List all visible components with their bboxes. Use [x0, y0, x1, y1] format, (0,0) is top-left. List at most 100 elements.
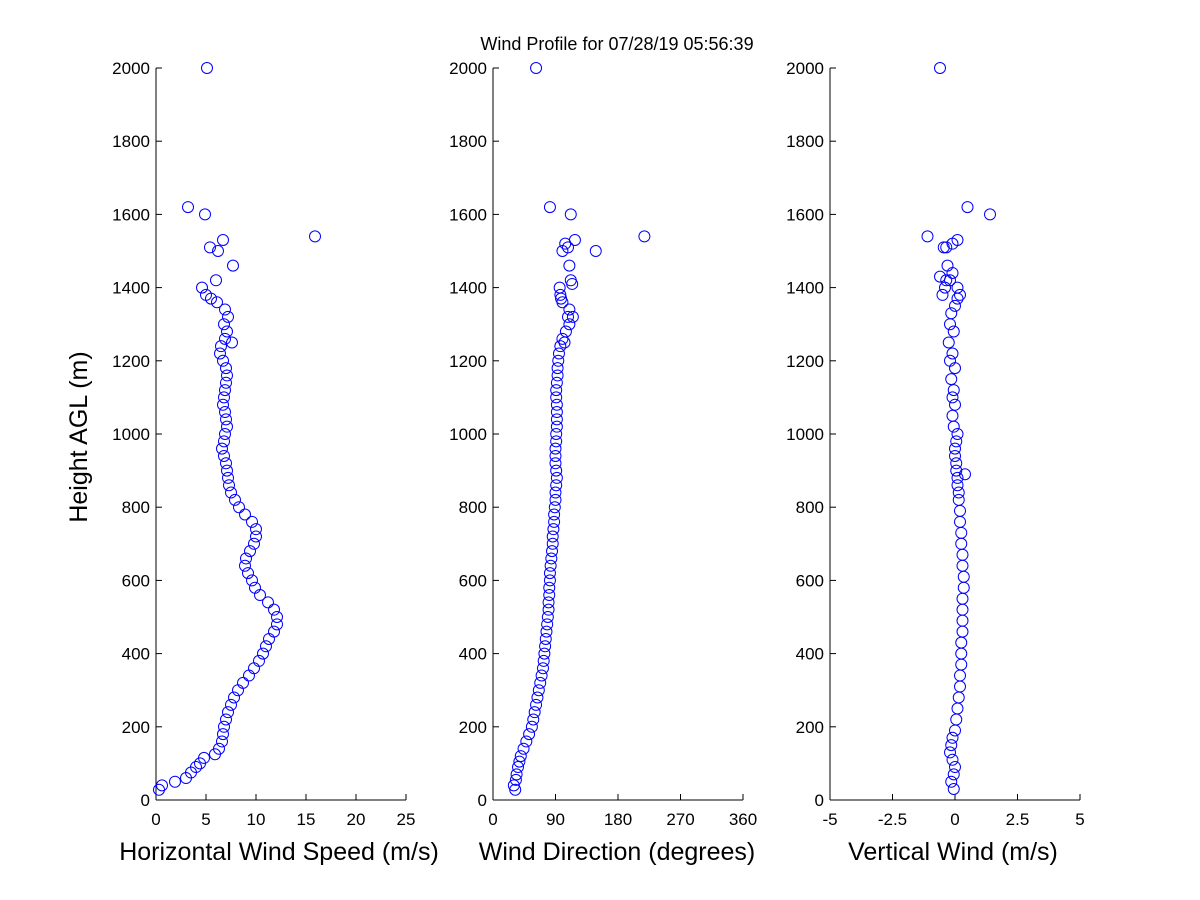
y-tick-label: 1400 [112, 279, 150, 298]
data-point [543, 581, 556, 594]
y-tick-label: 0 [478, 791, 487, 810]
data-point [946, 753, 959, 766]
data-point [535, 669, 548, 682]
y-tick-label: 600 [459, 571, 487, 590]
data-point [562, 241, 574, 254]
data-point [951, 428, 964, 440]
data-point [513, 755, 526, 768]
data-point [563, 303, 576, 316]
tick-group: 0 200 400 600 800 1000 1200 1400 1600 1800 2000 -5 -… [786, 59, 1085, 829]
data-point [527, 713, 540, 726]
data-point [227, 259, 239, 272]
data-point [949, 442, 961, 455]
data-point [539, 640, 552, 653]
data-point [543, 567, 556, 580]
data-point [546, 530, 559, 543]
data-point [219, 303, 231, 316]
data-point [548, 508, 561, 521]
y-tick-label: 1000 [449, 425, 487, 444]
data-point [216, 442, 228, 455]
data-point [517, 742, 530, 755]
x-tick-label: -5 [822, 810, 837, 829]
data-point [219, 406, 231, 419]
data-point [548, 501, 561, 514]
data-point [541, 618, 554, 631]
data-point [525, 720, 538, 733]
data-point [262, 596, 274, 609]
data-point [514, 750, 527, 763]
y-tick-label: 200 [796, 718, 824, 737]
data-point [554, 288, 567, 301]
data-point [945, 373, 958, 386]
y-tick-label: 1800 [449, 132, 487, 151]
data-point [551, 369, 564, 382]
data-point [217, 728, 229, 741]
data-point [944, 354, 956, 367]
data-point [156, 779, 168, 792]
data-point [951, 479, 964, 492]
chart-title: Wind Profile for 07/28/19 05:56:39 [480, 34, 753, 54]
data-point [563, 259, 576, 272]
data-point [946, 391, 959, 404]
data-point [250, 530, 262, 543]
data-point [543, 574, 556, 587]
x-axis-label: Horizontal Wind Speed (m/s) [119, 838, 439, 866]
x-tick-label: 180 [604, 810, 632, 829]
data-point [509, 783, 522, 796]
data-point [552, 347, 565, 360]
data-point [542, 603, 555, 616]
data-point [549, 457, 562, 470]
data-point [510, 768, 523, 781]
data-point [509, 773, 522, 786]
data-point [550, 420, 563, 433]
data-point [546, 537, 559, 550]
data-point [216, 735, 228, 748]
y-tick-label: 2000 [786, 59, 824, 78]
data-point [222, 310, 234, 323]
data-point [550, 376, 563, 389]
data-point [219, 332, 231, 345]
y-tick-label: 800 [459, 498, 487, 517]
data-point [949, 398, 961, 411]
marker-group [921, 62, 996, 796]
data-point [552, 354, 565, 367]
data-point [218, 391, 230, 404]
data-point [507, 779, 520, 792]
data-point [550, 413, 563, 426]
data-point [219, 428, 231, 440]
data-point [554, 340, 567, 353]
data-point [946, 409, 959, 422]
y-tick-label: 1400 [449, 279, 487, 298]
data-point [952, 493, 965, 506]
x-tick-label: -2.5 [878, 810, 907, 829]
data-point [941, 259, 954, 272]
data-point [220, 413, 232, 426]
y-axis-label: Height AGL (m) [65, 351, 93, 522]
data-point [564, 208, 577, 221]
x-tick-label: 0 [488, 810, 497, 829]
data-point [196, 281, 208, 294]
data-point [220, 713, 232, 726]
data-point [550, 435, 563, 448]
data-point [200, 288, 212, 301]
data-point [553, 281, 566, 294]
data-point [550, 391, 563, 404]
y-tick-label: 1800 [112, 132, 150, 151]
data-point [936, 288, 949, 301]
y-tick-label: 1400 [786, 279, 824, 298]
data-point [954, 288, 966, 301]
data-point [946, 347, 959, 360]
y-tick-label: 1200 [786, 352, 824, 371]
y-tick-label: 0 [815, 791, 824, 810]
data-point [542, 596, 555, 609]
data-point [233, 501, 245, 514]
data-point [951, 281, 964, 294]
data-point [309, 230, 321, 243]
data-point [550, 479, 563, 492]
marker-group [153, 62, 321, 796]
data-point [532, 684, 545, 697]
data-point [239, 559, 251, 572]
data-point [951, 234, 964, 247]
y-tick-label: 400 [122, 645, 150, 664]
